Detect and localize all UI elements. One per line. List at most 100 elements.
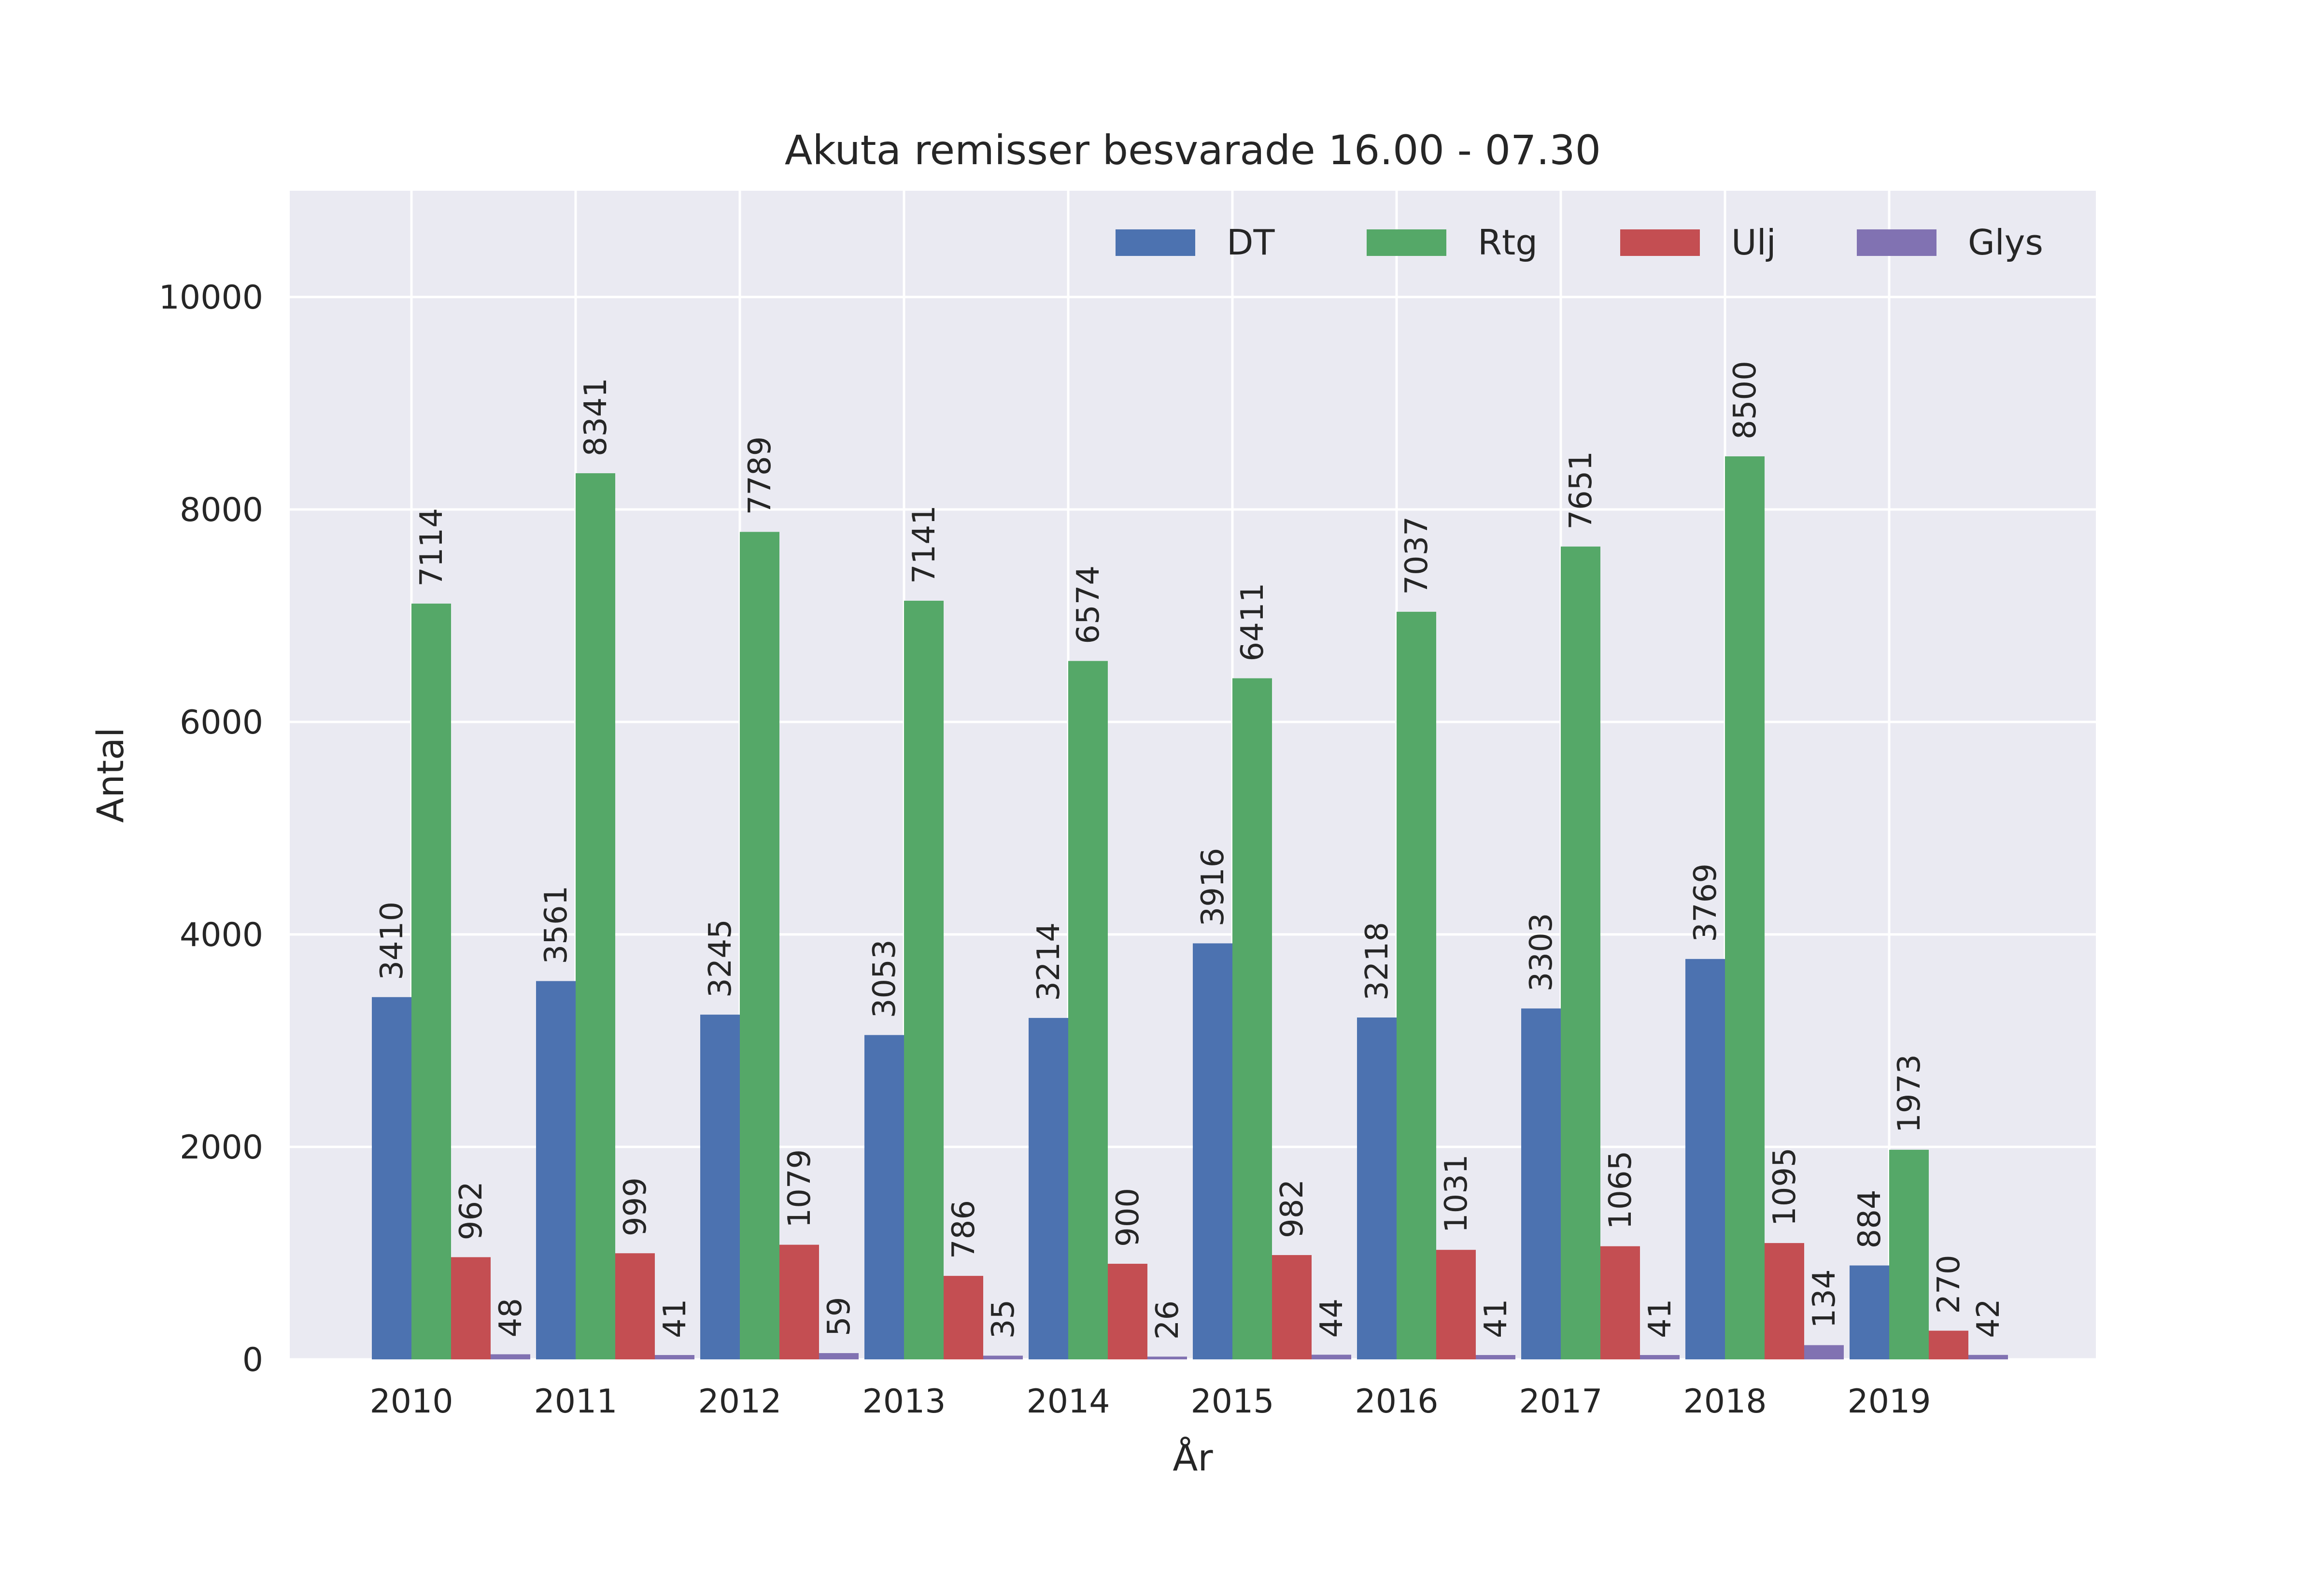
bar-ulj-2018 bbox=[1765, 1243, 1804, 1359]
bar-rtg-2011 bbox=[576, 473, 615, 1359]
data-label-dt-2015: 3916 bbox=[1195, 848, 1231, 927]
bar-dt-2015 bbox=[1193, 943, 1232, 1359]
bar-rtg-2016 bbox=[1397, 611, 1436, 1359]
data-label-rtg-2011: 8341 bbox=[578, 378, 614, 456]
data-label-ulj-2019: 270 bbox=[1931, 1255, 1967, 1314]
data-labels: 3410 3561 3245 3053 3214 3916 3218 3303 3769 884 7… bbox=[374, 361, 2007, 1340]
data-label-ulj-2011: 999 bbox=[618, 1177, 653, 1236]
data-label-dt-2019: 884 bbox=[1852, 1189, 1888, 1248]
data-label-ulj-2014: 900 bbox=[1110, 1188, 1146, 1247]
bar-glys-2011 bbox=[655, 1355, 694, 1359]
bar-rtg-2014 bbox=[1068, 661, 1108, 1359]
data-label-rtg-2019: 1973 bbox=[1892, 1054, 1927, 1133]
bar-dt-2014 bbox=[1029, 1017, 1068, 1359]
legend-swatch-rtg bbox=[1367, 229, 1446, 256]
data-label-glys-2012: 59 bbox=[821, 1297, 857, 1336]
bar-ulj-2019 bbox=[1929, 1330, 1968, 1359]
legend-label-dt: DT bbox=[1227, 222, 1275, 263]
data-label-dt-2013: 3053 bbox=[867, 939, 903, 1018]
x-tick-label: 2012 bbox=[698, 1383, 781, 1421]
data-label-glys-2016: 41 bbox=[1478, 1299, 1514, 1338]
bar-dt-2011 bbox=[536, 981, 576, 1359]
chart-title: Akuta remisser besvarade 16.00 - 07.30 bbox=[785, 127, 1601, 174]
bar-glys-2012 bbox=[819, 1353, 859, 1359]
bar-glys-2019 bbox=[1968, 1355, 2008, 1359]
data-label-dt-2017: 3303 bbox=[1524, 913, 1559, 991]
y-tick-label: 6000 bbox=[180, 704, 263, 742]
data-label-glys-2014: 26 bbox=[1150, 1300, 1186, 1340]
x-tick-label: 2010 bbox=[369, 1383, 453, 1421]
bar-dt-2013 bbox=[864, 1035, 904, 1359]
y-tick-label: 8000 bbox=[180, 491, 263, 529]
data-label-glys-2011: 41 bbox=[657, 1299, 693, 1338]
legend-label-glys: Glys bbox=[1968, 222, 2043, 263]
bar-dt-2012 bbox=[700, 1015, 740, 1359]
data-label-rtg-2015: 6411 bbox=[1235, 583, 1271, 662]
data-label-dt-2014: 3214 bbox=[1031, 922, 1067, 1001]
x-tick-label: 2013 bbox=[862, 1383, 946, 1421]
bar-rtg-2019 bbox=[1889, 1149, 1929, 1359]
data-label-dt-2018: 3769 bbox=[1688, 863, 1724, 942]
data-label-rtg-2013: 7141 bbox=[906, 505, 942, 584]
legend-swatch-ulj bbox=[1620, 229, 1700, 256]
y-tick-label: 10000 bbox=[159, 279, 263, 317]
legend-label-ulj: Ulj bbox=[1731, 222, 1776, 263]
legend-swatch-glys bbox=[1857, 229, 1936, 256]
bar-rtg-2013 bbox=[904, 600, 944, 1359]
data-label-glys-2015: 44 bbox=[1314, 1299, 1350, 1338]
bar-ulj-2014 bbox=[1108, 1264, 1147, 1359]
bars bbox=[372, 456, 2008, 1359]
data-label-dt-2016: 3218 bbox=[1359, 922, 1395, 1001]
data-label-ulj-2012: 1079 bbox=[782, 1149, 818, 1228]
bar-ulj-2012 bbox=[779, 1244, 819, 1359]
data-label-ulj-2017: 1065 bbox=[1603, 1151, 1639, 1229]
x-tick-label: 2015 bbox=[1190, 1383, 1274, 1421]
data-label-glys-2018: 134 bbox=[1807, 1269, 1842, 1328]
x-tick-label: 2019 bbox=[1847, 1383, 1931, 1421]
x-tick-label: 2017 bbox=[1519, 1383, 1602, 1421]
data-label-glys-2019: 42 bbox=[1971, 1299, 2007, 1338]
data-label-rtg-2010: 7114 bbox=[414, 508, 450, 587]
data-label-rtg-2016: 7037 bbox=[1399, 516, 1435, 595]
data-label-dt-2010: 3410 bbox=[374, 902, 410, 980]
bar-rtg-2015 bbox=[1232, 678, 1272, 1359]
data-label-ulj-2016: 1031 bbox=[1439, 1154, 1474, 1233]
legend-swatch-dt bbox=[1116, 229, 1195, 256]
bar-ulj-2017 bbox=[1600, 1246, 1640, 1359]
legend-label-rtg: Rtg bbox=[1478, 222, 1538, 263]
bar-ulj-2015 bbox=[1272, 1255, 1312, 1359]
bar-glys-2016 bbox=[1476, 1355, 1515, 1359]
bar-ulj-2016 bbox=[1436, 1250, 1476, 1359]
y-axis-label: Antal bbox=[89, 727, 132, 823]
bar-glys-2014 bbox=[1147, 1356, 1187, 1359]
data-label-ulj-2015: 982 bbox=[1274, 1179, 1310, 1238]
x-tick-label: 2014 bbox=[1026, 1383, 1110, 1421]
bar-rtg-2018 bbox=[1725, 456, 1765, 1359]
x-axis-label: År bbox=[1173, 1436, 1213, 1479]
y-tick-label: 0 bbox=[242, 1341, 263, 1379]
bar-dt-2018 bbox=[1685, 959, 1725, 1359]
bar-dt-2017 bbox=[1521, 1008, 1561, 1359]
bar-rtg-2012 bbox=[740, 532, 779, 1359]
data-label-dt-2011: 3561 bbox=[538, 886, 574, 964]
data-label-ulj-2018: 1095 bbox=[1767, 1147, 1803, 1226]
data-label-ulj-2013: 786 bbox=[946, 1200, 982, 1259]
y-tick-label: 2000 bbox=[180, 1129, 263, 1167]
bar-rtg-2010 bbox=[411, 603, 451, 1359]
x-tick-label: 2018 bbox=[1683, 1383, 1767, 1421]
tick-labels: 0 2000 4000 6000 8000 10000 2010 2011 2012 2013 20… bbox=[159, 279, 1931, 1421]
data-label-rtg-2017: 7651 bbox=[1563, 451, 1599, 530]
x-tick-label: 2016 bbox=[1355, 1383, 1438, 1421]
bar-ulj-2010 bbox=[451, 1257, 491, 1359]
data-label-glys-2013: 35 bbox=[986, 1299, 1021, 1339]
data-label-glys-2017: 41 bbox=[1642, 1299, 1678, 1338]
bar-dt-2010 bbox=[372, 997, 411, 1359]
bar-ulj-2013 bbox=[944, 1276, 983, 1359]
bar-glys-2015 bbox=[1312, 1355, 1351, 1359]
data-label-rtg-2014: 6574 bbox=[1071, 565, 1106, 644]
data-label-dt-2012: 3245 bbox=[703, 919, 738, 998]
data-label-rtg-2018: 8500 bbox=[1727, 361, 1763, 439]
bar-glys-2017 bbox=[1640, 1355, 1680, 1359]
